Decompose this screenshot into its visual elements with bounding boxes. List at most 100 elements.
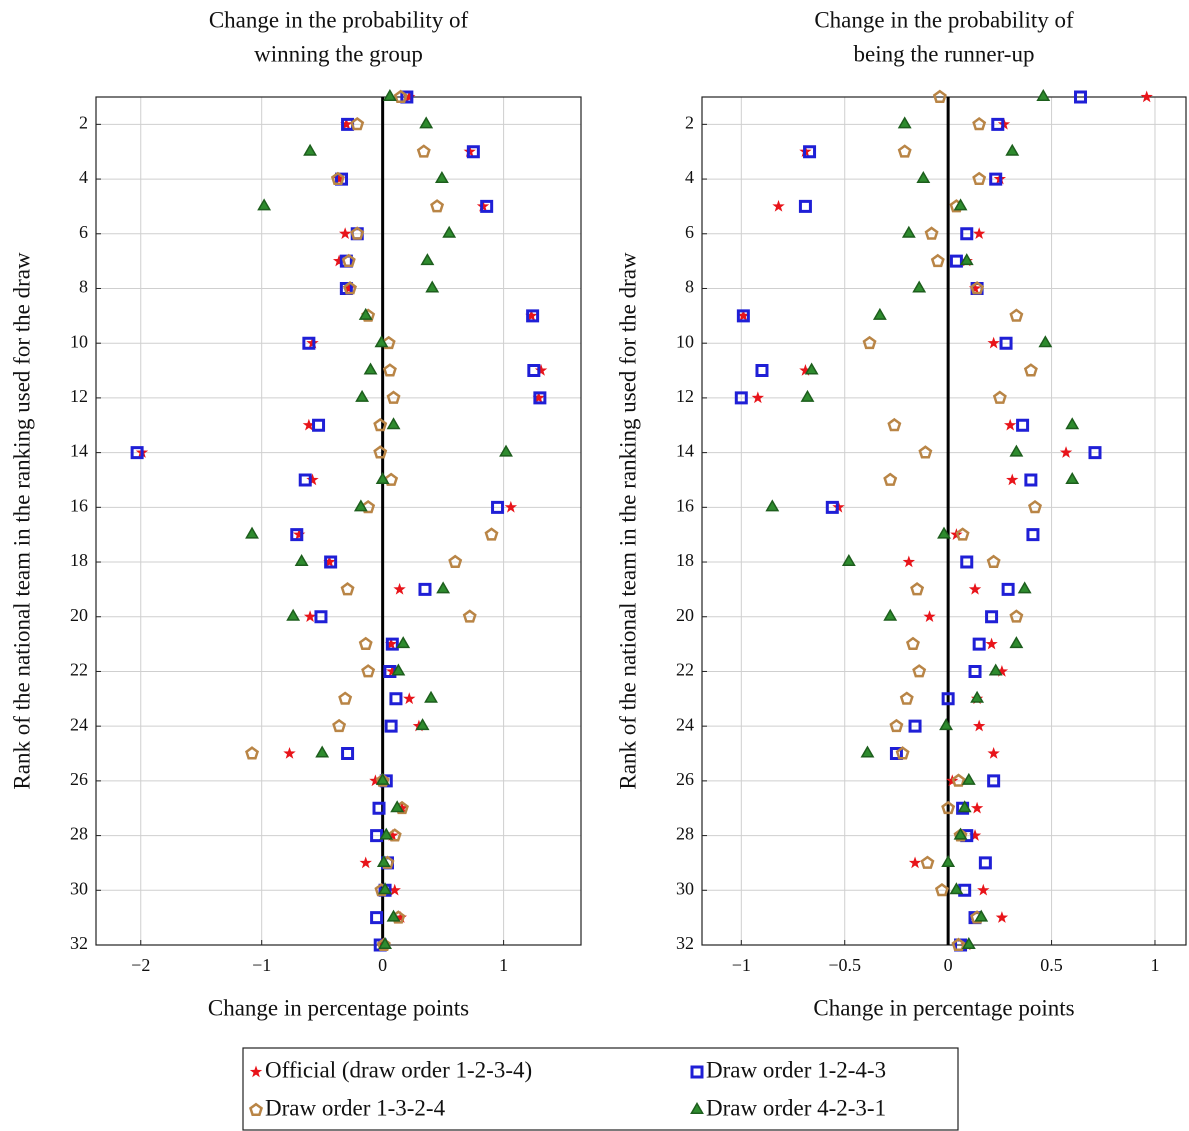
point: [436, 581, 451, 594]
chart-title: Change in the probability of: [209, 7, 469, 32]
point: [386, 829, 399, 841]
y-tick-label: 24: [70, 714, 88, 734]
point: [953, 827, 968, 840]
point: [765, 499, 780, 512]
point: [862, 335, 877, 350]
point: [504, 500, 518, 513]
y-tick-label: 4: [79, 167, 88, 187]
y-tick-label: 12: [676, 386, 694, 406]
point: [525, 309, 538, 322]
legend-marker: [249, 1102, 263, 1116]
legend-box: [242, 1047, 959, 1131]
point: [382, 363, 397, 377]
y-tick-label: 14: [676, 441, 694, 461]
point: [970, 690, 985, 703]
point: [953, 198, 968, 211]
point: [1009, 308, 1024, 322]
point: [323, 555, 336, 568]
point: [751, 391, 765, 404]
point: [991, 117, 1005, 131]
point: [954, 938, 968, 952]
point: [434, 171, 449, 184]
point: [960, 227, 974, 241]
point: [910, 582, 925, 596]
point: [999, 336, 1013, 350]
y-tick-label: 30: [676, 878, 694, 898]
point: [912, 280, 927, 293]
point: [923, 610, 936, 622]
chart-title: Change in the probability of: [814, 7, 1074, 32]
point: [804, 362, 819, 375]
point: [1140, 90, 1153, 103]
point: [986, 554, 1001, 568]
point: [130, 446, 144, 460]
point: [1088, 446, 1102, 460]
legend-label: Official (draw order 1-2-3-4): [265, 1057, 532, 1082]
point: [968, 281, 982, 294]
point: [355, 389, 370, 402]
point: [338, 691, 353, 705]
point: [941, 854, 956, 867]
point: [383, 664, 397, 678]
point: [883, 608, 898, 621]
point: [887, 417, 902, 432]
point: [396, 636, 411, 649]
point: [755, 364, 769, 378]
point: [379, 827, 394, 840]
point: [889, 718, 904, 733]
point: [532, 391, 545, 404]
chart-title: being the runner-up: [854, 41, 1035, 66]
point: [934, 882, 949, 897]
y-tick-label: 12: [70, 386, 88, 406]
x-tick-label: 1: [1150, 955, 1159, 975]
point: [386, 664, 399, 677]
x-tick-label: 0.5: [1040, 955, 1063, 975]
point: [534, 364, 548, 376]
point: [1017, 581, 1032, 594]
point: [985, 637, 998, 650]
y-tick-label: 4: [685, 167, 694, 187]
point: [373, 417, 388, 432]
point: [1059, 446, 1073, 458]
y-tick-label: 28: [676, 824, 694, 844]
point: [373, 445, 388, 459]
point: [303, 143, 318, 156]
y-tick-label: 26: [70, 769, 88, 789]
point: [376, 937, 391, 951]
point: [386, 909, 401, 922]
point: [995, 664, 1009, 677]
point: [987, 747, 1000, 759]
point: [245, 526, 259, 539]
x-tick-label: −1: [732, 955, 751, 975]
point: [972, 117, 987, 131]
point: [992, 390, 1007, 404]
point: [315, 745, 330, 758]
point: [375, 471, 390, 484]
point: [872, 307, 887, 320]
point: [939, 718, 953, 731]
point: [350, 117, 365, 131]
point: [338, 227, 352, 240]
point: [419, 116, 434, 129]
point: [342, 281, 355, 294]
y-tick-label: 8: [685, 277, 694, 297]
point: [312, 418, 326, 432]
point: [1026, 528, 1040, 542]
point: [415, 718, 430, 731]
point: [974, 909, 989, 922]
point: [286, 608, 301, 621]
point: [989, 172, 1003, 186]
point: [957, 800, 972, 813]
point: [905, 636, 920, 651]
point: [378, 882, 392, 895]
point: [484, 527, 499, 541]
y-tick-label: 16: [676, 495, 694, 515]
point: [736, 309, 750, 323]
point: [951, 937, 966, 951]
y-tick-label: 6: [79, 222, 88, 242]
point: [737, 309, 750, 322]
point: [358, 636, 373, 651]
point: [393, 89, 408, 103]
point: [393, 582, 406, 595]
